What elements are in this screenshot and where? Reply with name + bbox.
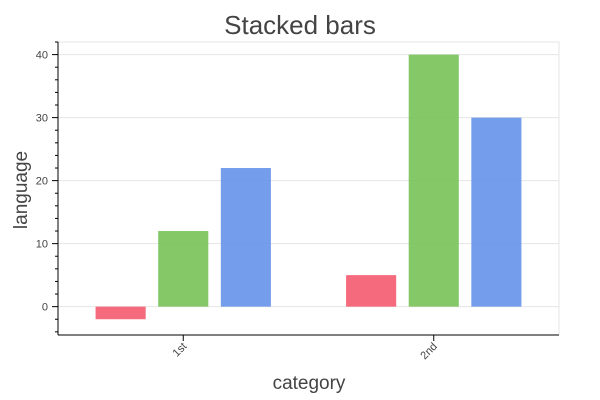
x-tick-label: 1st — [171, 341, 190, 360]
bar — [408, 54, 459, 307]
y-tick-label: 10 — [36, 239, 48, 251]
bar — [95, 306, 146, 320]
x-tick-label: 2nd — [418, 341, 439, 362]
y-axis-label: language — [11, 151, 32, 229]
y-tick-label: 20 — [36, 176, 48, 188]
y-tick-label: 30 — [36, 113, 48, 125]
bar — [158, 231, 209, 307]
chart-title: Stacked bars — [224, 10, 376, 40]
y-tick-label: 0 — [42, 302, 48, 314]
bars — [95, 54, 522, 320]
y-tick-label: 40 — [36, 50, 48, 62]
bar — [220, 168, 271, 307]
y-axis: 0 10 20 30 40 — [36, 41, 58, 333]
x-axis: 1st 2nd — [171, 335, 440, 362]
bar — [346, 275, 397, 307]
x-axis-label: category — [273, 373, 346, 394]
bar — [471, 117, 522, 307]
